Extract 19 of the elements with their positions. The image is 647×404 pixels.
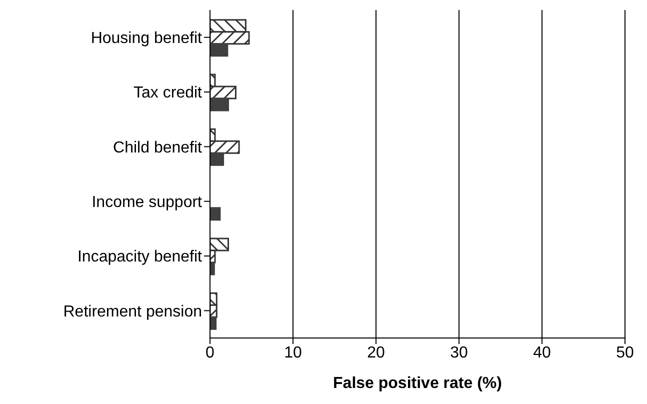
bar [210,316,217,330]
y-tick-label: Retirement pension [63,303,202,320]
bar [210,262,215,276]
y-tick-label: Tax credit [134,84,203,102]
bar [210,207,221,221]
x-tick-label: 10 [284,344,302,362]
x-tick-label: 40 [533,344,551,362]
y-tick-label: Income support [92,194,203,212]
bar [210,152,224,166]
bar [210,98,230,112]
x-tick-label: 0 [206,344,215,362]
y-tick-label: Child benefit [113,139,203,156]
x-axis-title: False positive rate (%) [333,375,502,392]
bar [210,43,228,57]
y-tick-label: Housing benefit [90,30,203,48]
x-tick-label: 50 [616,344,634,362]
x-tick-label: 30 [450,344,468,362]
x-tick-label: 20 [367,344,385,362]
y-tick-label: Incapacity benefit [77,248,203,266]
